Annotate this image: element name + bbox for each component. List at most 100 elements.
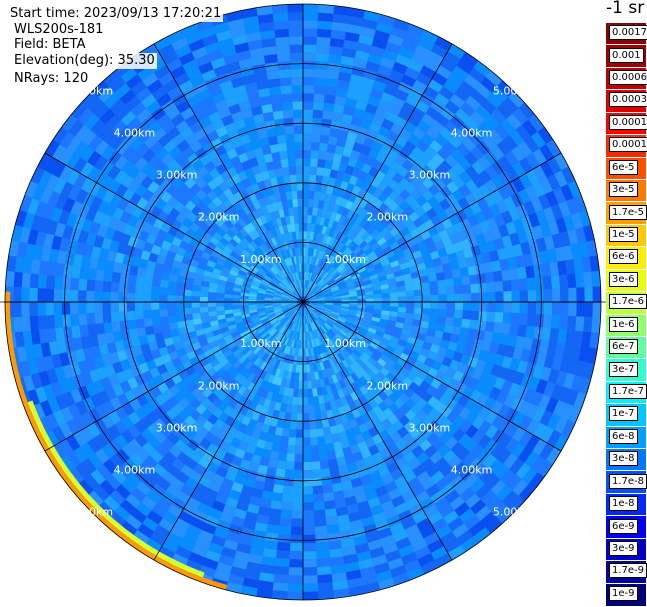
range-gate-cell — [393, 398, 405, 409]
range-gate-cell — [98, 343, 110, 357]
range-gate-cell — [449, 260, 460, 271]
range-gate-cell — [140, 428, 154, 442]
range-gate-cell — [317, 302, 326, 305]
range-gate-cell — [315, 175, 323, 184]
range-gate-cell — [284, 309, 292, 316]
range-gate-cell — [421, 477, 436, 491]
range-gate-cell — [226, 320, 236, 327]
range-gate-cell — [377, 64, 393, 77]
range-gate-cell — [309, 273, 314, 282]
ring-label: 1.00km — [240, 253, 282, 266]
range-gate-cell — [132, 247, 144, 259]
range-gate-cell — [315, 61, 329, 71]
range-gate-cell — [389, 259, 400, 268]
range-gate-cell — [469, 478, 486, 494]
range-gate-cell — [30, 166, 45, 185]
range-gate-cell — [207, 302, 217, 307]
range-gate-cell — [283, 345, 289, 354]
range-gate-cell — [263, 231, 271, 241]
range-gate-cell — [358, 327, 368, 335]
range-gate-cell — [346, 219, 355, 229]
range-gate-cell — [128, 438, 142, 453]
range-gate-cell — [336, 79, 350, 90]
range-gate-cell — [202, 557, 219, 570]
range-gate-cell — [361, 363, 371, 373]
range-gate-cell — [173, 253, 184, 263]
range-gate-cell — [256, 338, 265, 347]
range-gate-cell — [265, 290, 275, 295]
range-gate-cell — [19, 360, 31, 378]
range-gate-cell — [176, 100, 191, 114]
range-gate-cell — [161, 152, 175, 166]
range-gate-cell — [299, 279, 302, 289]
range-gate-cell — [429, 315, 439, 324]
range-gate-cell — [198, 61, 214, 75]
range-gate-cell — [155, 146, 169, 161]
range-gate-cell — [478, 220, 491, 233]
range-gate-cell — [310, 273, 316, 282]
range-gate-cell — [92, 210, 105, 225]
range-gate-cell — [40, 342, 52, 358]
range-gate-cell — [248, 131, 260, 143]
range-gate-cell — [327, 349, 335, 358]
range-gate-cell — [299, 307, 302, 316]
range-gate-cell — [443, 79, 460, 94]
range-gate-cell — [289, 296, 298, 300]
range-gate-cell — [532, 165, 547, 182]
range-gate-cell — [291, 248, 296, 257]
range-gate-cell — [253, 238, 262, 247]
range-gate-cell — [55, 394, 68, 411]
range-gate-cell — [486, 281, 496, 293]
range-gate-cell — [567, 229, 579, 246]
range-gate-cell — [75, 188, 89, 204]
range-gate-cell — [447, 252, 458, 263]
range-gate-cell — [103, 270, 113, 282]
range-gate-cell — [157, 133, 172, 147]
range-gate-cell — [324, 159, 333, 170]
range-gate-cell — [358, 376, 369, 386]
range-gate-cell — [378, 390, 389, 402]
range-gate-cell — [303, 445, 311, 454]
elevation-label: Elevation(deg): 35.30 — [12, 53, 157, 69]
range-gate-cell — [407, 259, 417, 268]
range-gate-cell — [131, 205, 144, 219]
range-gate-cell — [61, 302, 71, 315]
range-gate-cell — [199, 291, 209, 298]
range-gate-cell — [218, 37, 235, 50]
range-gate-cell — [114, 340, 125, 352]
range-gate-cell — [267, 356, 275, 366]
range-gate-cell — [367, 496, 381, 509]
range-gate-cell — [193, 128, 207, 141]
range-gate-cell — [320, 183, 328, 193]
range-gate-cell — [303, 141, 312, 151]
range-gate-cell — [292, 314, 298, 323]
range-gate-cell — [415, 397, 428, 410]
range-gate-cell — [300, 247, 303, 256]
range-gate-cell — [368, 215, 378, 226]
range-gate-cell — [340, 55, 355, 67]
range-gate-cell — [255, 217, 264, 227]
range-gate-cell — [360, 324, 370, 331]
range-gate-cell — [462, 302, 472, 311]
range-gate-cell — [80, 161, 94, 178]
range-gate-cell — [366, 330, 376, 338]
range-gate-cell — [151, 317, 161, 326]
range-gate-cell — [289, 302, 298, 305]
range-gate-cell — [138, 128, 153, 143]
range-gate-cell — [132, 529, 150, 546]
range-gate-cell — [486, 311, 496, 323]
range-gate-cell — [308, 281, 314, 290]
range-gate-cell — [126, 292, 136, 302]
range-gate-cell — [191, 290, 201, 297]
range-gate-cell — [312, 330, 317, 339]
range-gate-cell — [283, 250, 289, 259]
range-gate-cell — [172, 164, 186, 178]
range-gate-cell — [271, 246, 279, 255]
range-gate-cell — [358, 269, 368, 277]
range-gate-cell — [153, 160, 167, 174]
range-gate-cell — [100, 160, 115, 176]
range-gate-cell — [321, 208, 328, 218]
range-gate-cell — [99, 108, 116, 125]
range-gate-cell — [141, 402, 154, 416]
range-gate-cell — [333, 415, 343, 426]
